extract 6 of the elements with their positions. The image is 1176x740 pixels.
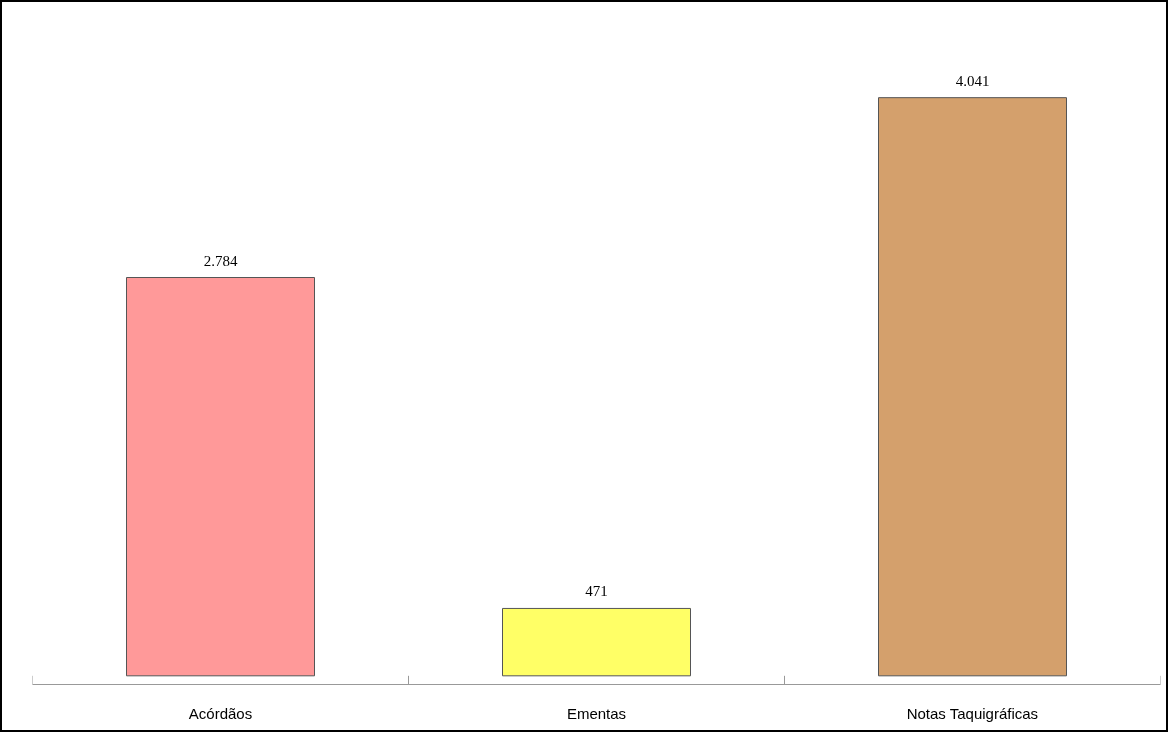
x-tick-label: Acórdãos xyxy=(188,704,253,722)
data-label: 4.041 xyxy=(955,72,990,89)
x-tick-label: Ementas xyxy=(566,704,627,722)
data-label: 2.784 xyxy=(203,252,238,269)
x-tick-label: Notas Taquigráficas xyxy=(906,704,1039,722)
data-label: 471 xyxy=(585,583,608,600)
